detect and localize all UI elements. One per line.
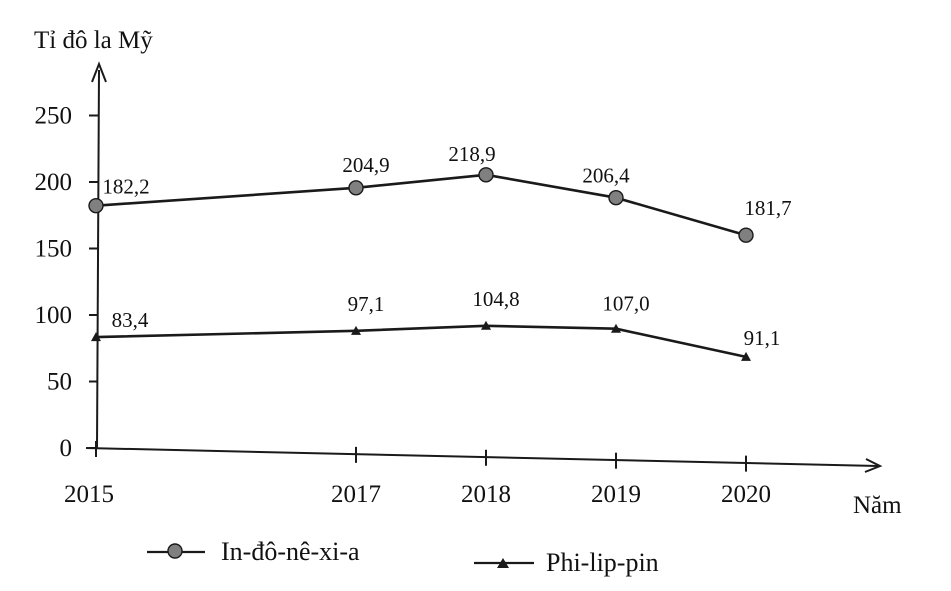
x-ticks: 2015 2017 2018 2019 2020: [64, 441, 771, 508]
series-line: [95, 324, 747, 359]
y-tick-label: 50: [47, 369, 72, 396]
data-point: [348, 180, 364, 196]
y-tick-label: 100: [35, 302, 73, 329]
data-label: 104,8: [472, 287, 519, 311]
legend-label-series-2: Phi-lip-pin: [546, 548, 659, 577]
x-tick-label: 2020: [721, 481, 771, 508]
legend-marker-series-2: [497, 558, 509, 568]
x-axis-title: Năm: [853, 492, 902, 519]
data-point: [478, 167, 494, 183]
legend-marker-series-1: [167, 543, 183, 559]
data-point: [88, 197, 104, 214]
y-tick-label: 0: [60, 435, 73, 462]
data-point: [738, 227, 754, 243]
x-axis: [85, 447, 879, 467]
data-point: [611, 323, 621, 333]
x-tick-label: 2017: [331, 481, 381, 508]
x-axis-arrow: [864, 458, 883, 473]
series-line: [95, 173, 747, 237]
data-label: 91,1: [744, 326, 781, 350]
y-tick-label: 150: [35, 236, 73, 263]
data-label: 206,4: [582, 164, 630, 188]
axes: Tỉ đô la Mỹ Năm: [34, 27, 902, 519]
x-tick-label: 2018: [461, 481, 511, 508]
series-1: 182,2 204,9 218,9 206,4 181,7: [88, 142, 792, 243]
data-point: [481, 320, 491, 330]
data-label: 218,9: [448, 142, 495, 166]
data-label: 182,2: [102, 175, 149, 199]
data-point: [608, 189, 624, 206]
data-label: 107,0: [602, 292, 649, 316]
data-label: 181,7: [744, 196, 791, 220]
series-2: 83,4 97,1 104,8 107,0 91,1: [91, 287, 780, 361]
data-label: 83,4: [112, 308, 149, 332]
legend-label-series-1: In-đô-nê-xi-a: [221, 537, 360, 566]
legend: In-đô-nê-xi-a Phi-lip-pin: [147, 537, 659, 577]
data-point: [91, 332, 101, 342]
data-point: [351, 325, 361, 335]
data-label: 97,1: [348, 292, 385, 316]
y-axis: [96, 69, 100, 449]
y-ticks: 0 50 100 150 200 250: [35, 103, 98, 462]
series-layer: 182,2 204,9 218,9 206,4 181,7 83,4 97,1 104,8 10…: [88, 142, 792, 361]
x-tick-label: 2019: [591, 481, 641, 508]
y-axis-title: Tỉ đô la Mỹ: [34, 27, 153, 54]
data-label: 204,9: [342, 153, 389, 177]
y-axis-arrow: [91, 61, 107, 83]
data-point: [741, 351, 751, 361]
x-tick-label: 2015: [64, 481, 114, 508]
y-tick-label: 250: [35, 103, 73, 130]
y-tick-label: 200: [35, 169, 73, 196]
